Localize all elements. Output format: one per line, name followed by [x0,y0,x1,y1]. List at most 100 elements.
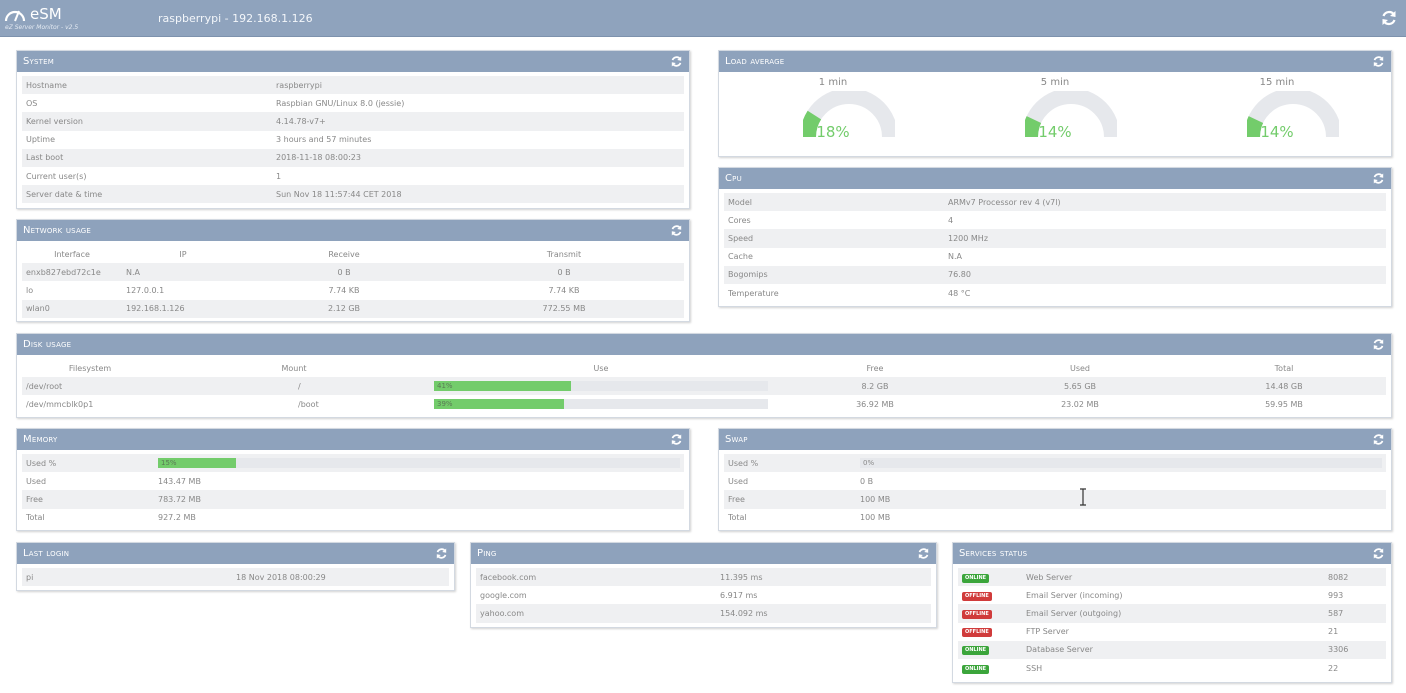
disk-panel-title: Disk usage [23,339,72,350]
status-badge: OFFLINE [962,609,992,619]
gauge-arc [1025,91,1117,138]
memory-panel: Memory Used % 15% Used 143.47 MB Free 783.… [16,428,690,531]
table-row: Uptime 3 hours and 57 minutes [26,135,372,145]
swap-panel-title: Swap [725,434,748,445]
table-row: Kernel version 4.14.78-v7+ [22,112,684,131]
cpu-table: Model ARMv7 Processor rev 4 (v7l) Cores 4 … [724,193,1386,302]
disk-usage-bar: 41% [434,381,768,392]
memory-table: Used % 15% Used 143.47 MB Free 783.72 MB T… [22,454,684,527]
table-row: Server date & time Sun Nov 18 11:57:44 CE… [22,185,684,204]
network-panel-header: Network usage [17,220,689,241]
table-row: Hostname raspberrypi [22,76,684,95]
network-panel-title: Network usage [23,225,92,236]
table-row: /dev/mmcblk0p1 /boot 39% 36.92 MB 23.02 … [26,399,1303,410]
status-badge: OFFLINE [962,628,992,638]
table-row: ONLINE Web Server 8082 [958,568,1386,587]
swap-usage-bar: 0% [860,458,1382,469]
table-row: Used 143.47 MB [26,476,201,486]
disk-usage-bar: 39% [434,399,768,410]
network-table: Interface IP Receive Transmit enxb827ebd… [22,245,684,318]
app-subtitle: eZ Server Monitor - v2.5 [5,24,79,31]
table-header-row: Filesystem Mount Use Free Used Total [68,363,1294,373]
memory-panel-title: Memory [23,434,58,445]
table-row: wlan0 192.168.1.126 2.12 GB 772.55 MB [22,299,684,318]
ping-panel-header: Ping [471,543,936,564]
table-row: Speed 1200 MHz [724,229,1386,248]
table-row: lo 127.0.0.1 7.74 KB 7.74 KB [26,285,580,295]
disk-panel: Disk usage Filesystem Mount Use Free Use… [16,333,1392,418]
system-panel: System Hostname raspberrypi OS Raspbian GN… [16,50,690,209]
cpu-panel: Cpu Model ARMv7 Processor rev 4 (v7l) Cor… [718,167,1392,307]
refresh-icon[interactable] [1372,547,1385,560]
app-logo[interactable]: eSM eZ Server Monitor - v2.5 [3,2,123,34]
services-panel-header: Services status [953,543,1391,564]
last-login-panel-header: Last login [17,543,454,564]
table-row: OFFLINE FTP Server 21 [958,623,1386,641]
status-badge: ONLINE [962,573,990,583]
refresh-icon[interactable] [1372,172,1385,185]
refresh-icon[interactable] [1372,55,1385,68]
load-gauge-15min: 15 min 14% [1227,73,1339,143]
load-gauge-1min: 1 min 18% [783,73,895,143]
table-row: google.com 6.917 ms [480,590,758,600]
network-panel: Network usage Interface IP Receive Trans… [16,219,690,322]
ping-table: facebook.com 11.395 ms google.com 6.917 ms… [476,568,931,623]
refresh-all-icon[interactable] [1380,9,1398,27]
gauge-logo-icon [4,10,26,22]
table-row: Total 927.2 MB [26,513,196,523]
table-row: Used 0 B [728,476,874,486]
system-panel-title: System [23,56,55,67]
table-header-row: Interface IP Receive Transmit [54,249,582,259]
table-row: OFFLINE Email Server (incoming) 993 [958,586,1386,604]
swap-table: Used % 0% Used 0 B Free 100 MB Total 100 MB [724,454,1386,527]
services-panel-title: Services status [959,548,1028,559]
status-badge: ONLINE [962,664,990,674]
table-row: ONLINE Database Server 3306 [958,640,1386,659]
table-row: Model ARMv7 Processor rev 4 (v7l) [724,193,1386,212]
cpu-panel-title: Cpu [725,173,742,184]
app-name: eSM [30,5,62,23]
table-row: Current user(s) 1 [26,171,282,181]
memory-panel-header: Memory [17,429,689,450]
services-panel: Services status ONLINE Web Server 8082 OFF… [952,542,1392,683]
gauge-arc [803,91,895,138]
load-panel-header: Load average [719,51,1391,72]
status-badge: OFFLINE [962,591,992,601]
load-average-panel: Load average 1 min 18% 5 min 14% 15 min … [718,50,1392,157]
table-row: OFFLINE Email Server (outgoing) 587 [958,604,1386,623]
refresh-icon[interactable] [1372,338,1385,351]
cpu-panel-header: Cpu [719,168,1391,189]
table-row: ONLINE SSH 22 [958,659,1386,677]
last-login-panel-title: Last login [23,548,70,559]
table-row: yahoo.com 154.092 ms [476,604,931,623]
refresh-icon[interactable] [670,55,683,68]
memory-usage-bar: 15% [158,458,680,469]
table-row: /dev/root / 41% 8.2 GB 5.65 GB 14.48 GB [22,377,1386,396]
swap-panel-header: Swap [719,429,1391,450]
table-row: Bogomips 76.80 [724,265,1386,284]
load-gauge-5min: 5 min 14% [1005,73,1117,143]
table-row: Free 783.72 MB [22,490,684,509]
services-table: ONLINE Web Server 8082 OFFLINE Email Server… [958,568,1386,677]
table-row: Last boot 2018-11-18 08:00:23 [22,148,684,167]
refresh-icon[interactable] [670,433,683,446]
refresh-icon[interactable] [1372,433,1385,446]
table-row: Used % 15% [22,454,684,473]
refresh-icon[interactable] [670,224,683,237]
refresh-icon[interactable] [435,547,448,560]
table-row: OS Raspbian GNU/Linux 8.0 (jessie) [26,98,405,108]
gauge-arc [1247,91,1339,138]
system-panel-header: System [17,51,689,72]
disk-table: Filesystem Mount Use Free Used Total /de… [22,359,1386,414]
ping-panel-title: Ping [477,548,497,559]
ping-panel: Ping facebook.com 11.395 ms google.com 6.9… [470,542,937,628]
table-row: pi 18 Nov 2018 08:00:29 [22,568,449,587]
last-login-panel: Last login pi 18 Nov 2018 08:00:29 [16,542,455,591]
system-table: Hostname raspberrypi OS Raspbian GNU/Linux… [22,76,684,204]
last-login-table: pi 18 Nov 2018 08:00:29 [22,568,449,587]
refresh-icon[interactable] [917,547,930,560]
table-row: Cache N.A [728,252,962,262]
table-row: Total 100 MB [728,513,891,523]
status-badge: ONLINE [962,646,990,656]
